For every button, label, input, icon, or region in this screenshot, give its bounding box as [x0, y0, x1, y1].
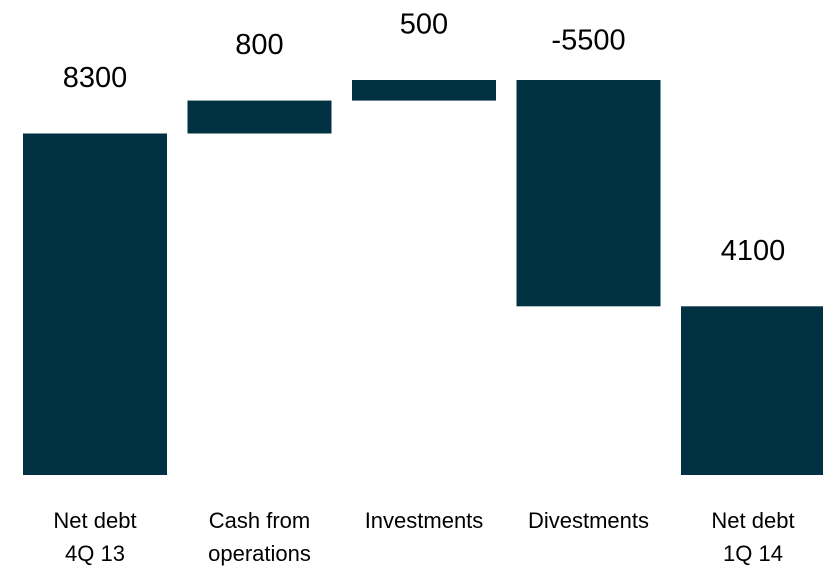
- category-label: Cash from: [209, 508, 310, 533]
- value-label: 800: [235, 29, 283, 61]
- value-label: 500: [400, 9, 448, 41]
- category-label: 4Q 13: [65, 541, 125, 566]
- bar: [23, 133, 167, 476]
- bar: [187, 100, 332, 134]
- bar: [352, 80, 496, 101]
- category-label: operations: [208, 541, 311, 566]
- bar: [681, 306, 823, 475]
- value-label: 8300: [63, 62, 128, 94]
- category-label: 1Q 14: [723, 541, 783, 566]
- value-label: -5500: [551, 25, 625, 57]
- bar: [516, 80, 661, 307]
- value-label: 4100: [721, 235, 786, 267]
- category-label: Divestments: [528, 508, 649, 533]
- category-label: Net debt: [53, 508, 136, 533]
- category-label: Investments: [365, 508, 484, 533]
- category-label: Net debt: [711, 508, 794, 533]
